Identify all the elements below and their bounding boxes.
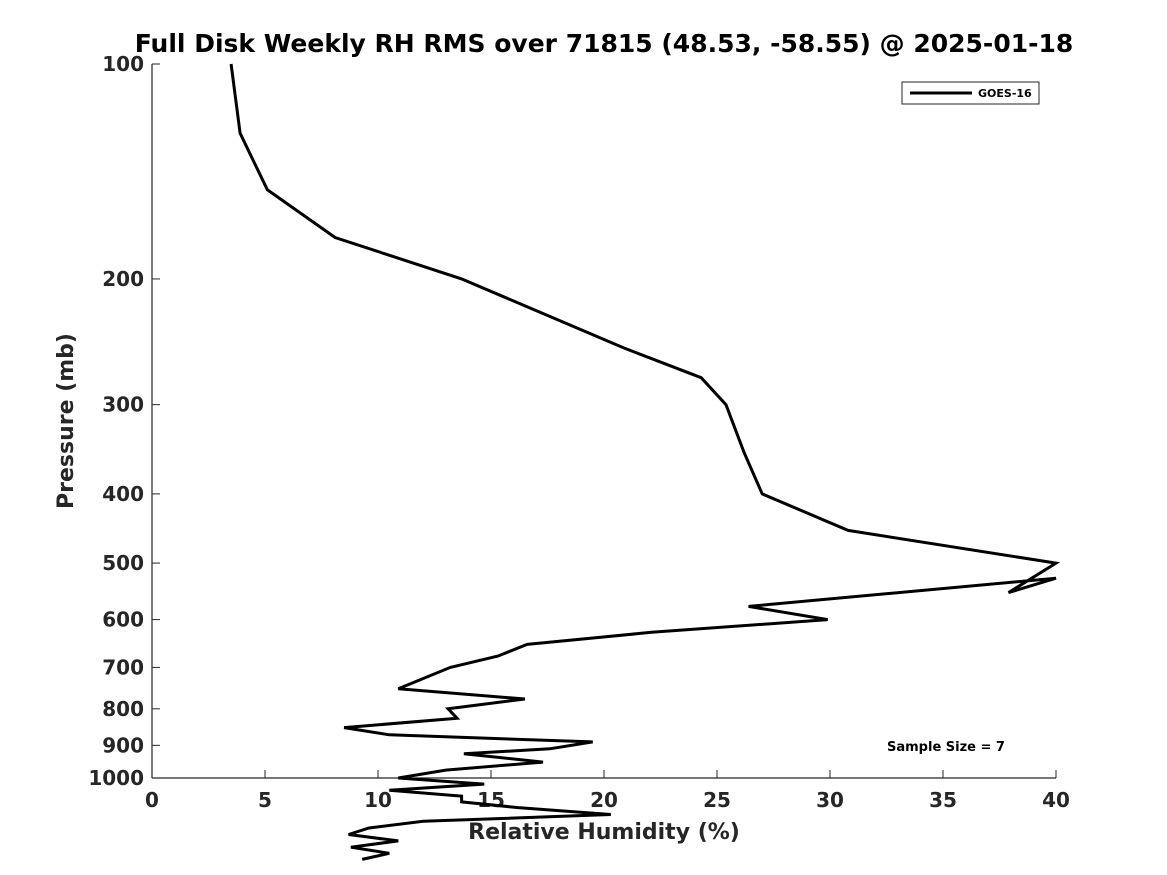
x-tick-label: 5 xyxy=(258,788,272,812)
x-tick-label: 0 xyxy=(145,788,159,812)
y-tick-label: 300 xyxy=(102,393,144,417)
y-tick-label: 100 xyxy=(102,52,144,76)
x-axis-ticks: 0 5 10 15 20 25 30 35 40 xyxy=(145,770,1070,812)
x-tick-label: 30 xyxy=(816,788,844,812)
y-tick-label: 900 xyxy=(102,733,144,757)
y-tick-label: 500 xyxy=(102,551,144,575)
x-tick-label: 10 xyxy=(364,788,392,812)
legend-entry-goes-16: GOES-16 xyxy=(978,87,1032,100)
y-tick-label: 600 xyxy=(102,608,144,632)
x-tick-label: 15 xyxy=(477,788,505,812)
legend: GOES-16 xyxy=(901,81,1040,105)
x-tick-label: 35 xyxy=(929,788,957,812)
x-tick-label: 20 xyxy=(590,788,618,812)
x-tick-label: 40 xyxy=(1042,788,1070,812)
y-axis-ticks: 100 200 300 400 500 600 700 800 900 1000 xyxy=(88,52,160,790)
y-tick-label: 400 xyxy=(102,482,144,506)
x-axis-label: Relative Humidity (%) xyxy=(468,820,740,845)
sample-size-annotation: Sample Size = 7 xyxy=(887,740,1005,755)
y-tick-label: 800 xyxy=(102,697,144,721)
y-tick-label: 1000 xyxy=(88,766,144,790)
y-tick-label: 700 xyxy=(102,655,144,679)
y-tick-label: 200 xyxy=(102,267,144,291)
chart-title: Full Disk Weekly RH RMS over 71815 (48.5… xyxy=(135,29,1074,58)
y-axis-label: Pressure (mb) xyxy=(54,333,79,509)
series-line-goes-16 xyxy=(229,63,1061,861)
x-tick-label: 25 xyxy=(703,788,731,812)
